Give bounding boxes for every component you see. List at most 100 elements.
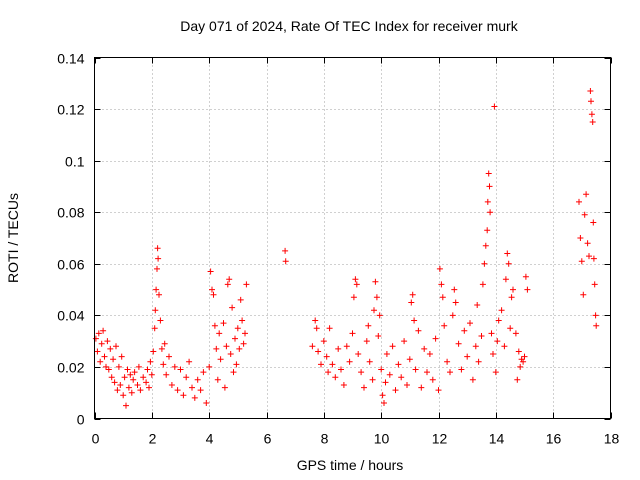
data-point <box>441 322 448 329</box>
data-point <box>224 281 231 288</box>
data-point <box>234 325 241 332</box>
data-point <box>210 291 217 298</box>
data-point <box>524 286 531 293</box>
data-point <box>110 356 117 363</box>
data-point <box>373 294 380 301</box>
data-point <box>398 374 405 381</box>
data-point <box>161 340 168 347</box>
data-point <box>381 400 387 406</box>
data-point <box>242 330 248 337</box>
data-point <box>479 281 486 288</box>
data-point <box>591 281 598 288</box>
data-point <box>191 394 198 401</box>
x-tick-label: 0 <box>92 431 100 447</box>
data-point <box>486 183 493 190</box>
y-tick-label: 0.02 <box>57 360 84 376</box>
data-point <box>507 325 514 332</box>
data-point <box>580 291 587 298</box>
data-point <box>411 317 418 324</box>
data-point <box>372 278 379 285</box>
data-point <box>152 307 159 314</box>
data-point <box>100 327 107 334</box>
data-point <box>97 358 104 365</box>
data-point <box>312 317 319 324</box>
data-point <box>492 369 499 376</box>
data-point <box>461 327 468 334</box>
plot-frame <box>94 57 611 419</box>
data-point <box>332 374 339 381</box>
data-point <box>484 198 491 205</box>
data-point <box>114 387 121 394</box>
data-point <box>171 363 178 370</box>
data-point <box>221 384 228 391</box>
data-point <box>98 340 105 347</box>
data-point <box>233 361 240 368</box>
y-tick-label: 0.14 <box>57 51 84 67</box>
data-point <box>522 273 529 280</box>
data-point <box>105 366 112 373</box>
data-point <box>143 379 150 386</box>
data-point <box>392 387 399 394</box>
data-point <box>512 330 519 337</box>
data-point <box>458 366 465 373</box>
data-point <box>361 384 367 391</box>
data-point <box>140 374 147 381</box>
data-point <box>490 351 496 357</box>
data-point <box>517 363 524 370</box>
x-tick-label: 2 <box>149 431 157 447</box>
data-point <box>520 358 527 365</box>
y-tick-label: 0.06 <box>57 257 84 273</box>
data-point <box>590 255 597 262</box>
data-point <box>227 351 234 357</box>
data-point <box>104 338 111 345</box>
data-point <box>515 348 522 355</box>
data-point <box>95 330 102 337</box>
data-point <box>117 382 124 388</box>
data-point <box>343 343 350 350</box>
y-tick-label: 0.1 <box>65 154 85 170</box>
data-point <box>589 119 596 125</box>
data-point <box>239 317 246 324</box>
data-point <box>335 345 342 352</box>
data-point <box>587 88 594 94</box>
data-point <box>153 286 160 293</box>
data-point <box>577 235 584 241</box>
data-point <box>421 345 428 352</box>
data-point <box>168 382 175 388</box>
data-point <box>501 343 508 350</box>
data-point <box>211 322 218 329</box>
data-point <box>147 358 154 365</box>
data-point <box>174 387 181 394</box>
data-point <box>163 371 170 378</box>
data-point <box>144 366 151 373</box>
data-point <box>369 376 376 383</box>
data-point <box>494 338 501 345</box>
data-point <box>432 335 439 342</box>
data-point <box>197 387 204 394</box>
data-point <box>240 340 247 347</box>
data-point <box>151 325 158 332</box>
data-point <box>315 348 322 355</box>
data-point <box>223 343 230 350</box>
data-point <box>424 369 430 376</box>
data-point <box>366 358 373 365</box>
data-point <box>131 369 138 376</box>
data-point <box>451 286 458 293</box>
data-point <box>111 379 118 386</box>
data-point <box>101 353 108 360</box>
data-point <box>436 265 443 272</box>
x-axis-label: GPS time / hours <box>297 457 404 473</box>
data-point <box>186 358 193 365</box>
data-point <box>485 170 492 177</box>
x-tick-label: 8 <box>321 431 329 447</box>
data-point <box>352 276 359 283</box>
data-point <box>323 353 330 360</box>
data-point <box>426 351 433 357</box>
data-point <box>474 302 481 308</box>
data-point <box>376 312 383 319</box>
data-point <box>236 345 243 352</box>
data-point <box>386 371 393 378</box>
data-point <box>124 366 131 373</box>
data-point <box>207 268 214 275</box>
y-tick-label: 0.08 <box>57 205 84 221</box>
